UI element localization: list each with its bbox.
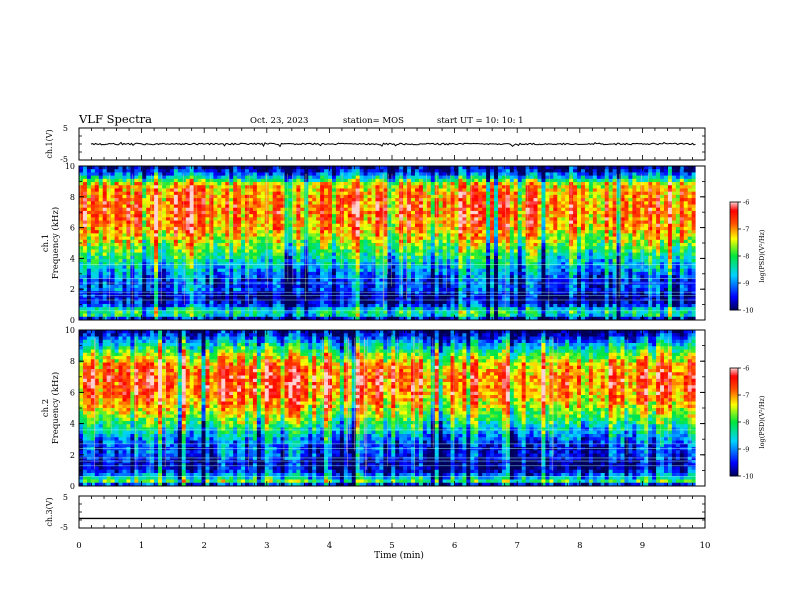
ch2-colorbar-tick-label: -6 [743,365,749,373]
ch1-colorbar-tick-label: -6 [743,199,749,207]
ch2-colorbar-tick-label: -8 [743,419,749,427]
ch1-spectrogram-ytick-label: 8 [70,193,75,202]
time-axis-tick-labels: 0 1 2 3 4 5 6 7 8 9 10 [76,541,710,551]
ch3-waveform-ylabel: ch.3(V) [45,497,54,526]
time-tick-label: 6 [452,541,457,551]
ch2-spectrogram-ytick-label: 6 [70,388,75,397]
time-tick-label: 10 [700,541,711,551]
ch3-waveform-panel: 5 -5 ch.3(V) [45,493,705,532]
time-tick-label: 0 [76,541,81,551]
time-axis-label: Time (min) [374,550,424,561]
ch1-ytick-top: 5 [63,124,68,133]
time-tick-label: 8 [577,541,582,551]
date-label: Oct. 23, 2023 [250,116,308,126]
ch3-ytick-top: 5 [63,493,68,502]
ch2-spectrogram-ytick-label: 10 [65,326,75,335]
ch2-spectrogram-ytick-label: 2 [70,451,75,460]
time-tick-label: 3 [264,541,269,551]
ch1-colorbar-tick-label: -8 [743,253,749,261]
ch2-spectrogram-ylabel: Frequency (kHz) [50,372,61,444]
ch1-waveform-ylabel: ch.1(V) [45,129,54,158]
time-tick-label: 1 [139,541,144,551]
ch1-spectrogram-ytick-label: 6 [70,224,75,233]
ch2-spectrogram-ytick-label: 0 [70,482,75,491]
ch2-colorbar-label: log(PSD)(V²/Hz) [758,395,766,448]
ch1-spectrogram-panel: 0 2 4 6 8 10 ch.1 Frequency (kHz) -6 -7 -8 -9 -10… [41,162,766,325]
ch1-colorbar: -6 -7 -8 -9 -10 log(PSD)(V²/Hz) [730,199,766,315]
ch1-spectrogram-ytick-label: 4 [70,254,75,263]
ch3-ytick-bottom: -5 [60,523,68,532]
ch1-spectrogram-ytick-label: 10 [65,162,75,171]
ch2-colorbar: -6 -7 -8 -9 -10 log(PSD)(V²/Hz) [730,365,766,481]
ch2-colorbar-tick-label: -9 [743,446,749,454]
time-tick-label: 5 [389,541,394,551]
ch2-spectrogram-image [79,330,705,486]
ch2-spectrogram-panel: 0 2 4 6 8 10 ch.2 Frequency (kHz) -6 -7 -8 -9 -10… [41,326,766,491]
ch1-spectrogram-ylabel: Frequency (kHz) [50,207,61,279]
ch1-spectrogram-ytick-label: 0 [70,316,75,325]
ch1-waveform-trace [91,143,696,147]
ch1-colorbar-tick-label: -7 [743,226,749,234]
ch1-colorbar-tick-label: -9 [743,280,749,288]
ch2-spectrogram-ytick-label: 4 [70,420,75,429]
ch1-spectrogram-ytick-label: 2 [70,285,75,294]
ch1-colorbar-label: log(PSD)(V²/Hz) [758,229,766,282]
ch2-colorbar-tick-label: -7 [743,392,749,400]
time-tick-label: 9 [640,541,645,551]
ch2-spectrogram-ytick-label: 8 [70,357,75,366]
station-label: station= MOS [343,116,404,126]
time-tick-label: 2 [201,541,206,551]
time-tick-label: 7 [514,541,519,551]
start-ut-label: start UT = 10: 10: 1 [437,116,524,126]
ch1-spectrogram-image [79,166,705,320]
ch1-waveform-panel: 5 -5 ch.1(V) [45,124,705,164]
figure-title: VLF Spectra [78,112,152,126]
ch2-colorbar-tick-label: -10 [743,473,753,481]
ch2-spectrogram-ylabel-channel: ch.2 [41,399,51,417]
ch1-colorbar-tick-label: -10 [743,307,753,315]
time-tick-label: 4 [327,541,332,551]
ch1-spectrogram-ylabel-channel: ch.1 [41,234,51,252]
